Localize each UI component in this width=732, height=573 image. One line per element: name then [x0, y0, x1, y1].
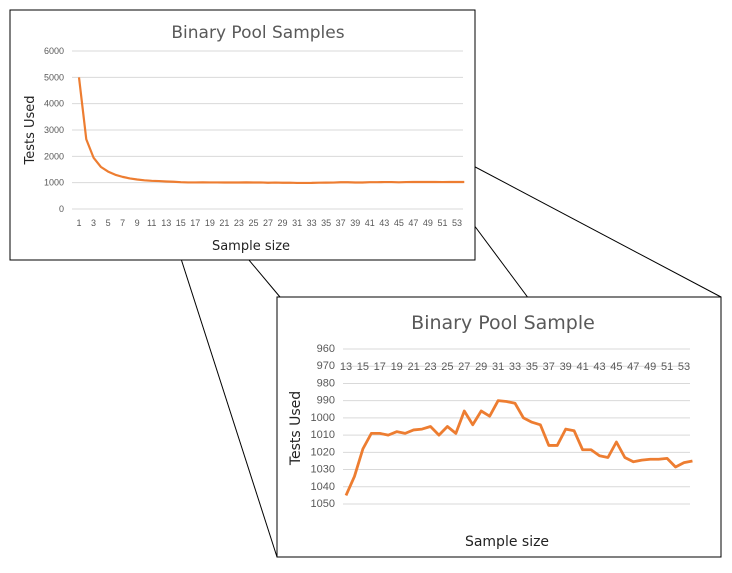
x-tick-label: 31	[492, 361, 504, 373]
x-tick-label: 47	[408, 218, 418, 228]
y-tick-label: 1000	[44, 178, 64, 188]
y-tick-label: 1000	[311, 412, 335, 424]
x-tick-label: 39	[560, 361, 572, 373]
x-tick-label: 27	[458, 361, 470, 373]
x-tick-label: 21	[219, 218, 229, 228]
x-tick-label: 31	[292, 218, 302, 228]
y-tick-label: 5000	[44, 72, 64, 82]
x-tick-label: 53	[678, 361, 690, 373]
x-tick-label: 29	[475, 361, 487, 373]
x-axis-label: Sample size	[212, 239, 290, 254]
chart-frame	[9, 9, 476, 261]
y-tick-label: 4000	[44, 99, 64, 109]
y-tick-label: 3000	[44, 125, 64, 135]
zoomed-chart: 960 970 980 990 1000 1010 1020 1030 1040 1050 13 15…	[276, 296, 722, 558]
y-axis-label: Tests Used	[23, 95, 38, 165]
y-tick-label: 0	[59, 204, 64, 214]
x-tick-label: 23	[424, 361, 436, 373]
series-line	[344, 399, 693, 496]
x-tick-label: 49	[644, 361, 656, 373]
chart-title: Binary Pool Sample	[411, 312, 595, 334]
y-tick-label: 1050	[311, 498, 335, 510]
x-tick-label: 35	[526, 361, 538, 373]
x-tick-label: 15	[357, 361, 369, 373]
x-tick-label: 23	[234, 218, 244, 228]
x-tick-label: 47	[627, 361, 639, 373]
x-axis-label: Sample size	[465, 534, 549, 550]
zoom-connector-line	[461, 159, 722, 298]
y-tick-label: 6000	[44, 46, 64, 56]
x-tick-label: 43	[379, 218, 389, 228]
x-tick-label: 43	[593, 361, 605, 373]
y-tick-label: 990	[317, 395, 335, 407]
x-tick-label: 37	[543, 361, 555, 373]
x-tick-label: 49	[423, 218, 433, 228]
y-tick-label: 970	[317, 360, 335, 372]
x-tick-label: 41	[576, 361, 588, 373]
x-tick-label: 19	[205, 218, 215, 228]
y-tick-label: 1030	[311, 464, 335, 476]
y-tick-label: 980	[317, 377, 335, 389]
x-tick-label: 21	[407, 361, 419, 373]
x-tick-label: 13	[161, 218, 171, 228]
x-tick-label: 1	[76, 218, 81, 228]
x-tick-label: 41	[365, 218, 375, 228]
y-tick-label: 1020	[311, 446, 335, 458]
y-tick-label: 1040	[311, 481, 335, 493]
x-tick-label: 27	[263, 218, 273, 228]
x-tick-label: 51	[661, 361, 673, 373]
x-tick-label: 37	[336, 218, 346, 228]
y-tick-label: 1010	[311, 429, 335, 441]
x-tick-label: 33	[509, 361, 521, 373]
y-tick-label: 2000	[44, 151, 64, 161]
y-tick-label: 960	[317, 343, 335, 355]
x-tick-label: 35	[321, 218, 331, 228]
x-tick-label: 17	[190, 218, 200, 228]
x-tick-label: 33	[307, 218, 317, 228]
x-tick-label: 19	[391, 361, 403, 373]
y-axis-label: Tests Used	[288, 391, 304, 466]
chart-title: Binary Pool Samples	[171, 23, 344, 43]
zoom-connector-line	[164, 208, 278, 558]
x-tick-label: 3	[91, 218, 96, 228]
x-tick-label: 25	[441, 361, 453, 373]
series-line	[77, 77, 465, 185]
x-tick-label: 51	[437, 218, 447, 228]
x-tick-label: 7	[120, 218, 125, 228]
x-tick-label: 17	[374, 361, 386, 373]
x-tick-label: 9	[135, 218, 140, 228]
x-tick-label: 5	[106, 218, 111, 228]
x-tick-label: 45	[394, 218, 404, 228]
x-tick-label: 15	[176, 218, 186, 228]
x-tick-label: 11	[147, 218, 156, 228]
x-tick-label: 39	[350, 218, 360, 228]
chart-frame	[276, 296, 722, 558]
x-tick-label: 25	[248, 218, 258, 228]
x-tick-label: 29	[278, 218, 288, 228]
x-tick-label: 45	[610, 361, 622, 373]
x-tick-label: 53	[452, 218, 462, 228]
x-tick-label: 13	[340, 361, 352, 373]
